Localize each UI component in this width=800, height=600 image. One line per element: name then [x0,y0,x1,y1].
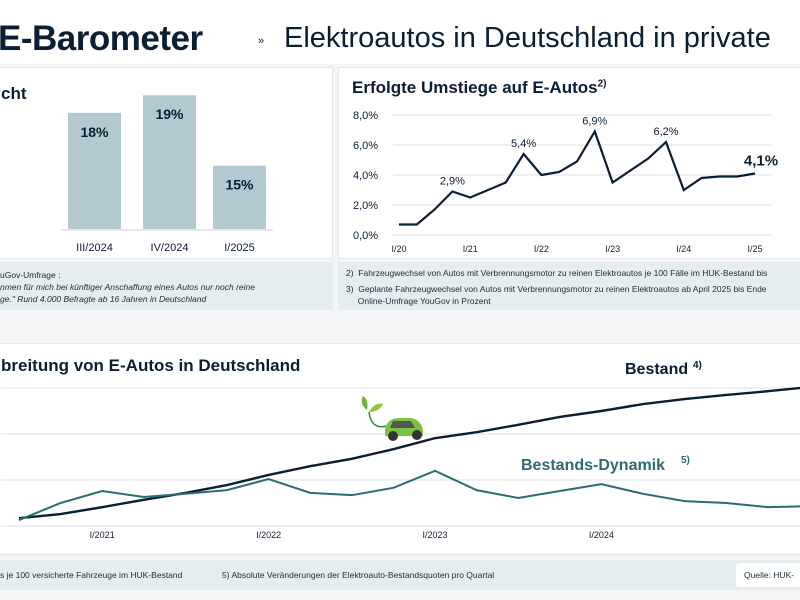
bar [143,95,196,230]
x-tick-label: I/2024 [589,530,614,540]
note-line: uGov-Umfrage : [0,270,61,280]
note-line: ge." Rund 4.000 Befragte ab 16 Jahren in… [0,294,207,304]
panel-title: Erfolgte Umstiege auf E-Autos2) [352,78,607,98]
panel-title: cht [1,84,27,103]
survey-note: uGov-Umfrage : nmen für mich bei künftig… [0,262,333,310]
footnotes: 2) Fahrzeugwechsel von Autos mit Verbren… [338,262,800,310]
y-tick-label: 6,0% [353,140,378,152]
bar-value-label: 18% [80,124,109,140]
series-label-bestand: Bestand [625,361,688,378]
data-label: 5,4% [511,138,536,150]
bar-value-label: 19% [155,106,184,122]
data-label: 6,2% [653,126,678,138]
electric-car-icon [361,396,423,441]
note-line: nmen für mich bei künftiger Anschaffung … [0,282,255,292]
data-label: 4,1% [744,153,778,170]
footnote: s je 100 versicherte Fahrzeuge im HUK-Be… [0,570,183,580]
separator: » [258,35,265,47]
stock-chart-panel: breitung von E-Autos in Deutschland I/20… [0,343,800,555]
x-tick-label: I/22 [534,244,549,254]
header: E-Barometer » Elektroautos in Deutschlan… [0,0,800,64]
x-tick-label: III/2024 [76,242,113,254]
x-tick-label: I/2023 [422,530,447,540]
y-tick-label: 0,0% [353,230,378,242]
bar-chart-panel: cht 18% III/2024 19% IV/2024 15% I/2025 [0,67,333,259]
footnote: 3) Geplante Fahrzeugwechsel von Autos mi… [346,284,767,294]
x-tick-label: I/24 [676,244,691,254]
series-label-sup: 4) [693,360,702,371]
x-tick-label: I/2022 [256,530,281,540]
footnote: Online-Umfrage YouGov in Prozent [346,296,491,306]
x-tick-label: I/23 [605,244,620,254]
y-tick-label: 8,0% [353,110,378,122]
series-line-dynamik [18,469,800,521]
footnote-ref: 2) [597,78,607,90]
bottom-footnotes: s je 100 versicherte Fahrzeuge im HUK-Be… [0,560,800,590]
footnote: 2) Fahrzeugwechsel von Autos mit Verbren… [346,268,768,278]
y-tick-label: 2,0% [353,200,378,212]
bar [68,112,121,229]
x-tick-label: I/20 [391,244,406,254]
x-tick-label: I/21 [463,244,478,254]
page-subtitle: Elektroautos in Deutschland in private [284,22,771,54]
panel-title: breitung von E-Autos in Deutschland [1,356,301,375]
bar-chart: 18% III/2024 19% IV/2024 15% I/2025 [61,95,273,254]
series-label-dynamik: Bestands-Dynamik [521,457,665,474]
x-tick-label: I/2025 [224,242,255,254]
data-label: 2,9% [440,176,465,188]
bar-value-label: 15% [225,177,254,193]
bar [213,165,266,229]
footnote: 5) Absolute Veränderungen der Elektroaut… [222,570,495,580]
line-chart: 0,0% 2,0% 4,0% 6,0% 8,0% I/20 I/21 I/22 I/23 I/24… [353,110,778,254]
series-line-bestand [18,386,800,520]
panel-title-text: Erfolgte Umstiege auf E-Autos [352,78,598,97]
series-label-sup: 5) [681,455,690,466]
x-tick-label: I/2021 [90,530,115,540]
source-label: Quelle: HUK- [736,563,800,587]
stock-line-chart: I/2021 I/2022 I/2023 I/2024 Bestand 4) Bestand… [1,360,800,540]
series-line [399,128,756,226]
data-label: 6,9% [582,116,607,128]
line-chart-panel: Erfolgte Umstiege auf E-Autos2) 0,0% 2,0%… [338,67,800,259]
x-tick-label: I/25 [747,244,762,254]
y-tick-label: 4,0% [353,170,378,182]
x-tick-label: IV/2024 [151,242,189,254]
page-title: E-Barometer [0,19,203,58]
